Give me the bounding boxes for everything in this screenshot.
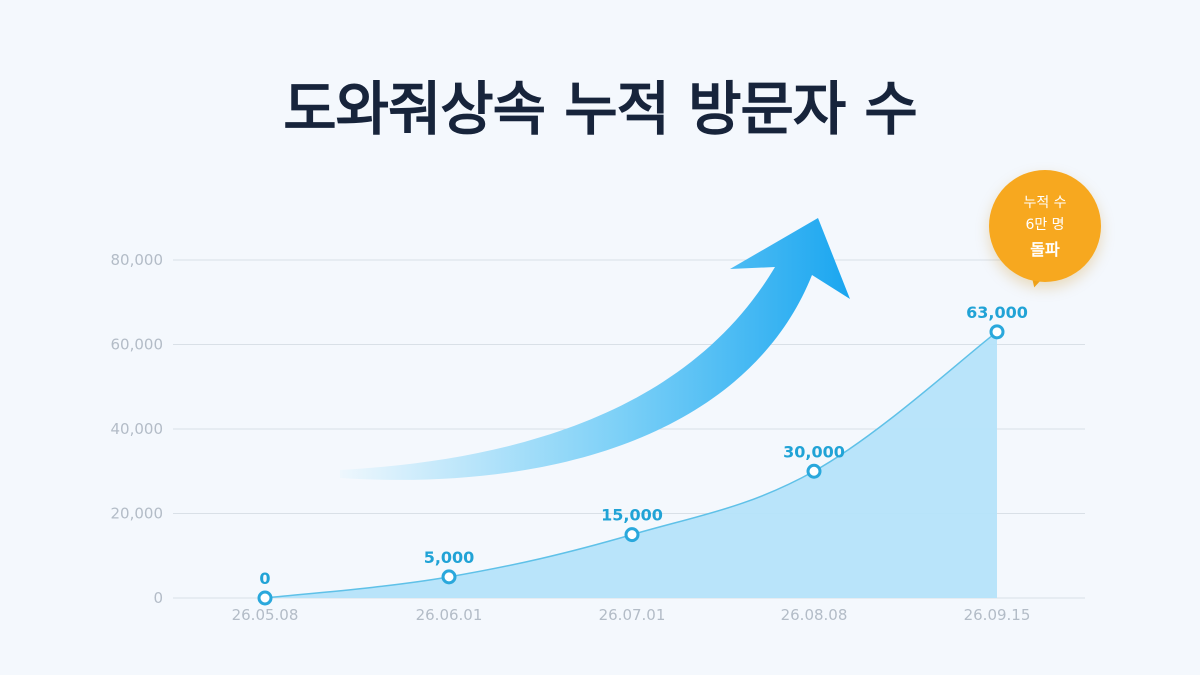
data-label: 30,000 — [783, 442, 845, 461]
x-tick-label: 26.06.01 — [416, 606, 483, 624]
data-labels: 0 5,000 15,000 30,000 63,000 — [259, 303, 1027, 588]
data-points — [257, 324, 1005, 606]
badge-line-1: 누적 수 — [1023, 195, 1067, 211]
data-label: 63,000 — [966, 303, 1028, 322]
x-tick-label: 26.05.08 — [232, 606, 299, 624]
y-axis: 0 20,000 40,000 60,000 80,000 — [111, 251, 164, 607]
data-point — [624, 527, 640, 543]
data-label: 15,000 — [601, 506, 663, 525]
data-point — [806, 463, 822, 479]
y-tick-label: 80,000 — [111, 251, 164, 269]
data-label: 5,000 — [424, 548, 475, 567]
x-tick-label: 26.07.01 — [599, 606, 666, 624]
data-point — [257, 590, 273, 606]
data-point — [441, 569, 457, 585]
x-tick-label: 26.09.15 — [964, 606, 1031, 624]
x-axis: 26.05.08 26.06.01 26.07.01 26.08.08 26.09.15 — [232, 606, 1031, 624]
data-point — [989, 324, 1005, 340]
milestone-badge: 누적 수 6만 명 돌파 — [989, 170, 1101, 282]
area-fill — [265, 331, 997, 598]
y-tick-label: 20,000 — [111, 505, 164, 523]
trend-arrow-icon — [340, 218, 850, 480]
y-tick-label: 60,000 — [111, 336, 164, 354]
y-tick-label: 0 — [153, 589, 163, 607]
data-label: 0 — [259, 569, 270, 588]
badge-line-3: 돌파 — [1030, 240, 1060, 259]
page-title: 도와줘상속 누적 방문자 수 — [283, 75, 918, 143]
y-tick-label: 40,000 — [111, 420, 164, 438]
badge-line-2: 6만 명 — [1025, 217, 1065, 233]
x-tick-label: 26.08.08 — [781, 606, 848, 624]
